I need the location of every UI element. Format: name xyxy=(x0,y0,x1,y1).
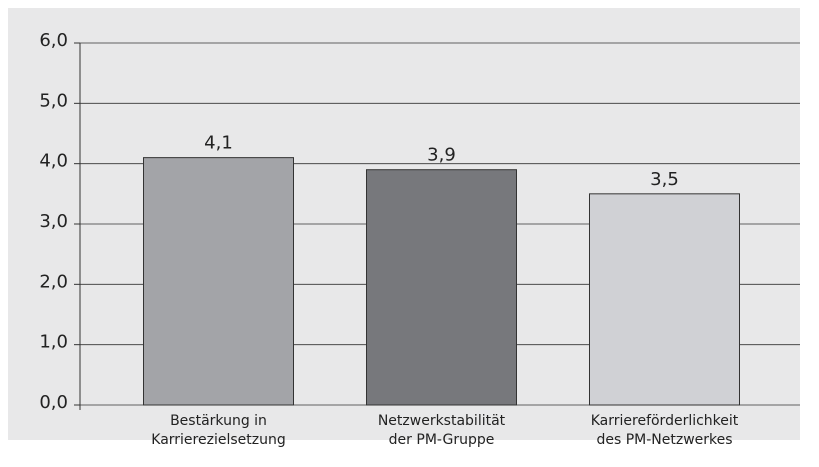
y-tick-label: 0,0 xyxy=(39,392,68,413)
x-tick-label: Netzwerkstabilität der PM-Gruppe xyxy=(378,413,506,448)
y-tick-label: 6,0 xyxy=(39,30,68,51)
data-label: 3,5 xyxy=(650,169,679,190)
data-label: 4,1 xyxy=(204,133,233,154)
x-tick-label: Karriereförderlichkeit des PM-Netzwerkes xyxy=(591,413,739,448)
data-label: 3,9 xyxy=(427,145,456,166)
y-tick-label: 5,0 xyxy=(39,90,68,111)
y-tick-label: 3,0 xyxy=(39,211,68,232)
bar xyxy=(589,193,740,406)
bar xyxy=(143,157,294,406)
y-tick-label: 2,0 xyxy=(39,271,68,292)
y-tick-label: 4,0 xyxy=(39,151,68,172)
x-tick-label: Bestärkung in Karrierezielsetzung xyxy=(151,413,285,448)
bar xyxy=(366,169,517,406)
y-tick-label: 1,0 xyxy=(39,332,68,353)
